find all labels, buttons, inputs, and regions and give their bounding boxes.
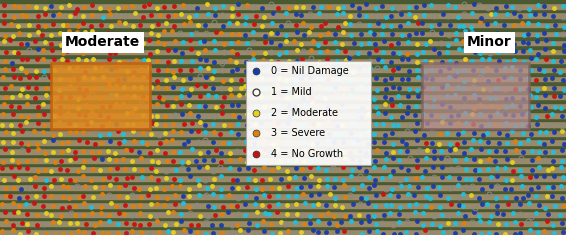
Bar bbox=[0, 217, 566, 220]
Bar bbox=[0, 190, 566, 193]
Bar bbox=[0, 103, 566, 109]
Bar bbox=[246, 61, 371, 164]
Bar bbox=[0, 94, 566, 99]
Bar bbox=[0, 58, 566, 63]
Bar bbox=[0, 9, 566, 12]
Bar bbox=[0, 118, 566, 121]
Bar bbox=[0, 39, 566, 45]
Bar bbox=[0, 49, 566, 54]
Bar bbox=[0, 31, 566, 36]
Bar bbox=[422, 63, 529, 129]
Bar bbox=[0, 154, 566, 157]
Bar bbox=[0, 63, 566, 67]
Bar bbox=[0, 45, 566, 49]
Bar bbox=[0, 163, 566, 166]
Bar bbox=[0, 193, 566, 199]
Bar bbox=[0, 136, 566, 139]
Bar bbox=[0, 54, 566, 58]
Text: Moderate: Moderate bbox=[65, 35, 140, 49]
Bar bbox=[0, 126, 566, 130]
Bar bbox=[0, 12, 566, 18]
Bar bbox=[0, 4, 566, 9]
Bar bbox=[0, 148, 566, 154]
Text: 2 = Moderate: 2 = Moderate bbox=[271, 108, 337, 118]
Bar bbox=[0, 18, 566, 22]
Bar bbox=[0, 76, 566, 81]
Bar bbox=[0, 226, 566, 229]
Bar bbox=[0, 36, 566, 39]
Bar bbox=[0, 184, 566, 190]
Bar bbox=[0, 72, 566, 76]
Bar bbox=[0, 27, 566, 31]
Bar bbox=[0, 172, 566, 175]
Bar bbox=[0, 220, 566, 226]
Bar bbox=[0, 175, 566, 181]
Bar bbox=[0, 199, 566, 202]
Bar bbox=[0, 67, 566, 72]
Bar bbox=[0, 157, 566, 163]
Bar bbox=[0, 211, 566, 217]
Bar bbox=[0, 99, 566, 103]
Bar bbox=[0, 139, 566, 145]
Bar bbox=[0, 112, 566, 118]
Bar bbox=[0, 0, 566, 4]
Text: 0 = Nil Damage: 0 = Nil Damage bbox=[271, 67, 348, 76]
Text: 3 = Severe: 3 = Severe bbox=[271, 129, 325, 138]
Bar bbox=[0, 85, 566, 90]
Bar bbox=[0, 181, 566, 184]
Bar bbox=[0, 130, 566, 136]
Bar bbox=[0, 229, 566, 235]
Bar bbox=[51, 63, 150, 129]
Text: Minor: Minor bbox=[467, 35, 512, 49]
Bar bbox=[0, 208, 566, 211]
Bar bbox=[0, 22, 566, 27]
Bar bbox=[0, 166, 566, 172]
Bar bbox=[0, 90, 566, 94]
Bar bbox=[0, 121, 566, 126]
Text: 4 = No Growth: 4 = No Growth bbox=[271, 149, 342, 159]
Bar bbox=[0, 109, 566, 112]
Bar bbox=[0, 202, 566, 208]
Bar bbox=[0, 145, 566, 148]
Text: 1 = Mild: 1 = Mild bbox=[271, 87, 311, 97]
Bar bbox=[0, 81, 566, 85]
